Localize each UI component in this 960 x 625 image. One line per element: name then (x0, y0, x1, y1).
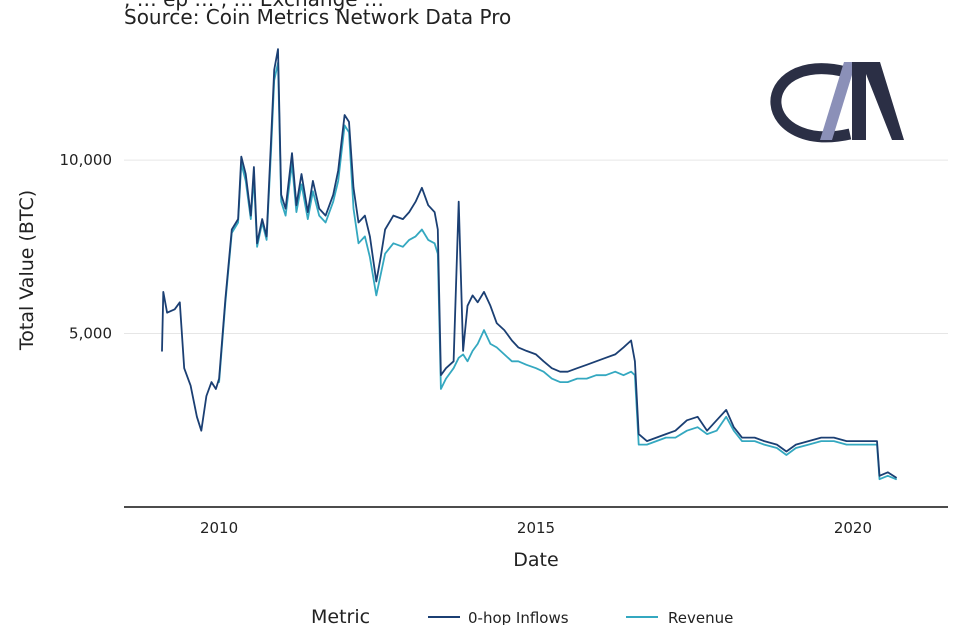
cm-logo (770, 62, 904, 143)
x-axis-title: Date (513, 549, 558, 571)
y-tick-label: 10,000 (60, 151, 113, 169)
y-axis-title: Total Value (BTC) (16, 190, 38, 351)
x-tick-label: 2020 (834, 519, 872, 537)
x-tick-labels: 2010 2015 2020 (200, 519, 872, 537)
y-tick-labels: 5,000 10,000 (60, 151, 113, 342)
legend-label-revenue: Revenue (668, 609, 733, 625)
grid-layer (124, 159, 948, 335)
x-tick-label: 2010 (200, 519, 238, 537)
legend-title: Metric (311, 606, 370, 625)
series-layer (161, 48, 897, 481)
legend: Metric 0-hop Inflows Revenue (311, 606, 733, 625)
y-tick-label: 5,000 (69, 325, 112, 343)
legend-label-0-hop-inflows: 0-hop Inflows (468, 609, 569, 625)
chart-title-fragment: , … ep … , … Exchange … (124, 0, 384, 11)
series-line-0-hop-inflows (161, 48, 897, 479)
x-tick-label: 2015 (517, 519, 555, 537)
chart-source: Source: Coin Metrics Network Data Pro (124, 5, 512, 29)
